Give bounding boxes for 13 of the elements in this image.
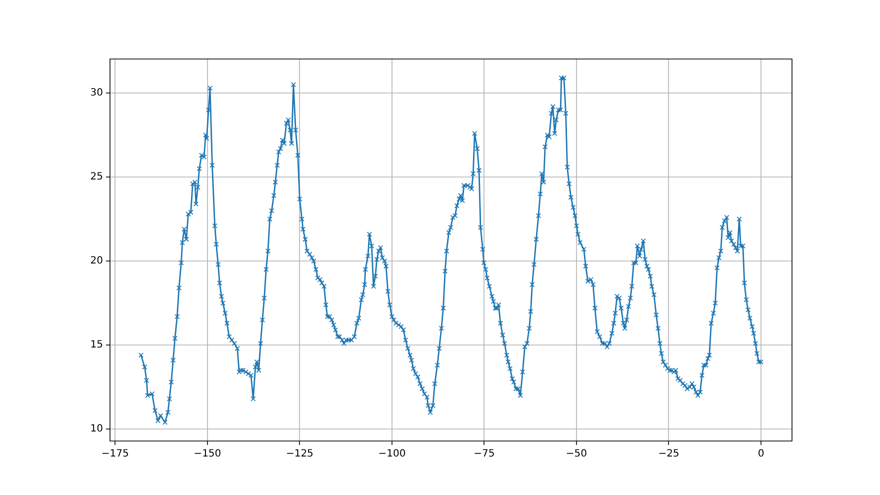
x-tick-label: −150 — [194, 448, 222, 460]
x-tick-label: −125 — [286, 448, 314, 460]
y-tick-label: 15 — [90, 340, 103, 351]
y-tick-label: 20 — [90, 256, 103, 267]
x-tick-label: −50 — [566, 448, 588, 460]
y-tick-label: 30 — [90, 88, 103, 99]
x-tick-label: 0 — [758, 448, 764, 460]
y-tick-label: 10 — [90, 424, 103, 435]
x-tick-label: −25 — [658, 448, 680, 460]
x-tick-label: −75 — [474, 448, 495, 460]
y-tick-label: 25 — [90, 172, 103, 183]
x-tick-label: −100 — [378, 448, 406, 460]
x-tick-label: −175 — [101, 448, 129, 460]
